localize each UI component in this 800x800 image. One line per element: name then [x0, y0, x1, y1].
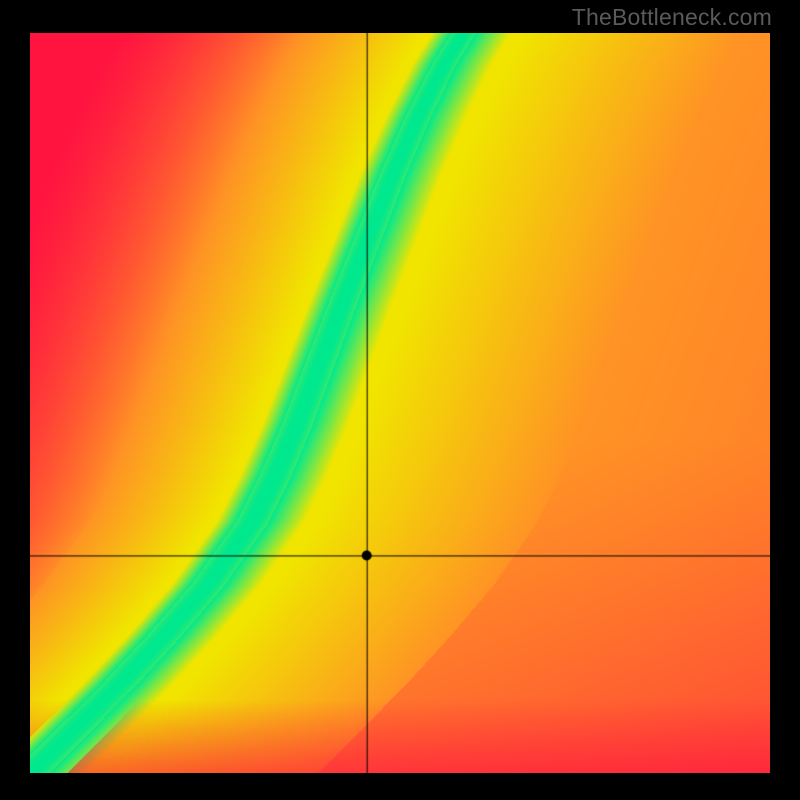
bottleneck-heatmap [30, 33, 770, 773]
chart-container: TheBottleneck.com [0, 0, 800, 800]
watermark-text: TheBottleneck.com [572, 4, 772, 31]
